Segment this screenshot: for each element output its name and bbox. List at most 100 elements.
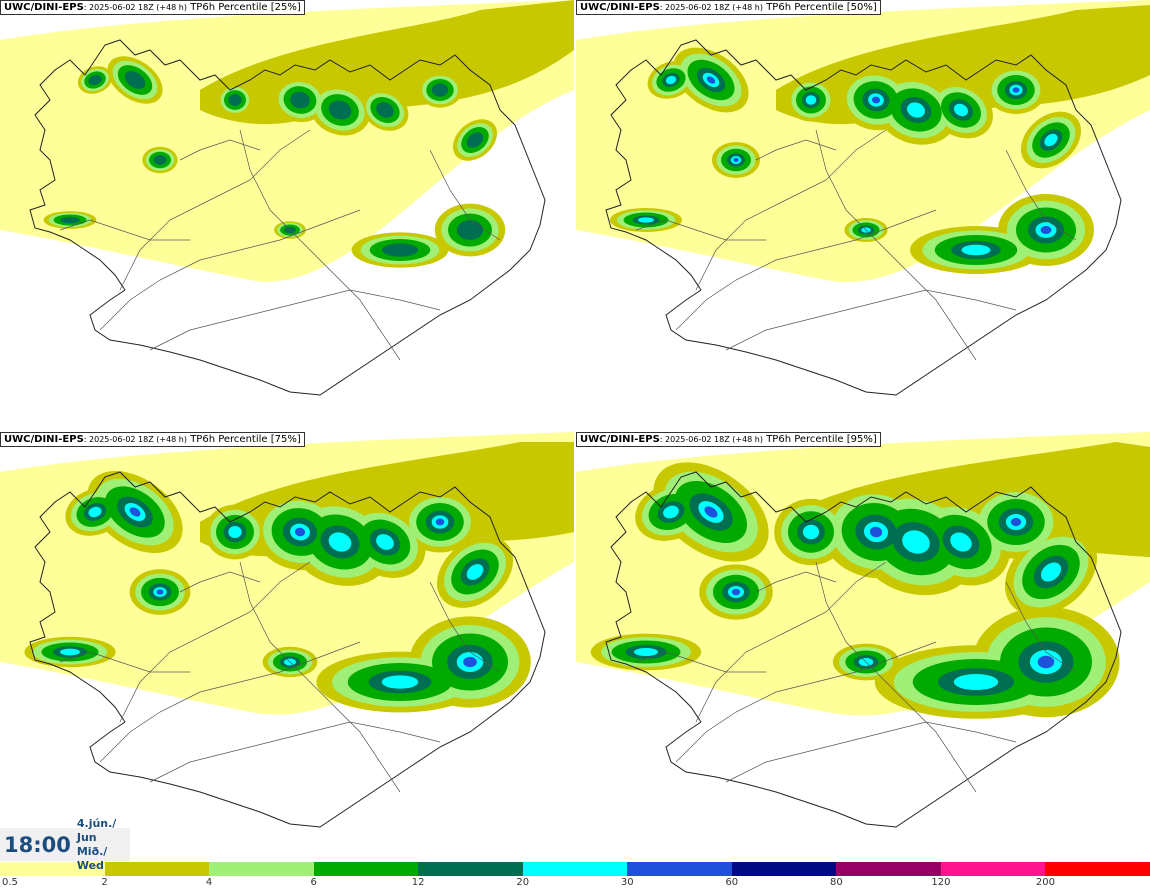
precip-contour [381,675,419,689]
road-line [1005,149,1077,241]
precip-contour [156,589,164,595]
road-line [149,289,441,351]
road-line [99,641,361,763]
precip-contour [805,95,817,105]
precip-contour [953,673,999,691]
map-panel-p25: UWC/DINI-EPS: 2025-06-02 18Z (+48 h) TP6… [0,0,574,430]
color-scale-swatch [836,862,941,876]
color-scale-label: 2 [101,877,108,888]
precip-contour [463,656,477,668]
precip-contour [466,132,484,148]
precip-contour [871,96,881,104]
map-panel-p75: UWC/DINI-EPS: 2025-06-02 18Z (+48 h) TP6… [0,432,574,862]
color-scale-labels: 0.5 2 4 6 12 20 30 60 80 120 200 [0,877,1150,891]
road-line [429,581,501,673]
panel-title: UWC/DINI-EPS: 2025-06-02 18Z (+48 h) TP6… [0,0,305,15]
color-scale-label: 60 [725,877,739,888]
road-line [59,651,190,673]
road-line [429,149,501,241]
color-scale-label: 20 [516,877,530,888]
road-line [875,239,977,361]
color-scale-swatch [0,862,105,876]
precip-contour [731,588,741,596]
precip-contour [153,155,167,165]
color-scale-label: 120 [931,877,951,888]
road-line [695,129,887,291]
road-line [635,651,766,673]
precip-contour [950,532,972,552]
road-line [675,641,937,763]
panel-title: UWC/DINI-EPS: 2025-06-02 18Z (+48 h) TP6… [576,0,881,15]
precip-contour [1044,133,1058,147]
precip-contour [456,220,484,240]
color-scale-swatch [209,862,314,876]
road-line [875,671,977,793]
precip-contour [88,506,102,518]
color-scale-swatch [418,862,523,876]
precip-contour [88,74,102,86]
precip-contour [228,526,242,538]
coastline [605,39,1122,396]
road-line [149,721,441,783]
precip-contour [638,217,654,223]
precip-map-p25 [0,0,574,396]
precip-contour [466,564,484,580]
color-scale-swatch [313,862,419,876]
road-line [755,571,837,593]
precip-contour [665,75,677,85]
valid-time-box: 18:00 4.jún./ Jun Mið./ Wed [0,817,130,872]
color-scale-label: 30 [620,877,634,888]
road-line [59,219,190,241]
precip-contour [294,527,306,537]
color-scale-swatch [104,862,210,876]
precip-contour [60,216,80,224]
road-line [755,139,837,161]
precip-contour [902,530,930,554]
coastline [29,471,546,828]
valid-weekday: Mið./ Wed [76,844,108,872]
precip-contour [328,532,352,552]
precip-contour [869,526,883,538]
road-line [179,571,261,593]
color-scale-swatch [627,862,732,876]
road-line [99,209,361,331]
valid-date: 4.jún./ Jun [76,816,117,844]
precip-map-p75 [0,432,574,828]
coastline [605,471,1122,828]
precip-contour [435,518,445,526]
color-scale-label: 200 [1035,877,1055,888]
color-scale-swatch [1045,862,1150,876]
precip-contour [961,244,991,256]
color-scale-label: 4 [205,877,213,888]
road-line [635,219,766,241]
color-scale-swatch [522,862,628,876]
precip-contour [954,103,968,117]
road-line [179,139,261,161]
precip-contour [1040,562,1062,582]
panel-title: UWC/DINI-EPS: 2025-06-02 18Z (+48 h) TP6… [576,432,881,447]
precip-contour [290,91,310,109]
road-line [725,721,1017,783]
precip-contour [1037,655,1055,669]
precip-contour [376,534,394,550]
color-scale-swatch [940,862,1046,876]
precip-contour [733,157,739,163]
coastline [29,39,546,396]
precip-contour [802,524,820,540]
precip-contour [431,83,449,97]
precip-contour [704,506,718,518]
precip-map-p50 [576,0,1150,396]
panel-title: UWC/DINI-EPS: 2025-06-02 18Z (+48 h) TP6… [0,432,305,447]
precip-contour [1040,225,1052,235]
valid-time: 18:00 [4,832,71,857]
map-panel-p50: UWC/DINI-EPS: 2025-06-02 18Z (+48 h) TP6… [576,0,1150,430]
map-panel-p95: UWC/DINI-EPS: 2025-06-02 18Z (+48 h) TP6… [576,432,1150,862]
color-scale-label: 6 [310,877,317,888]
road-line [695,561,887,723]
color-scale-label: 12 [411,877,425,888]
precip-contour [381,243,419,257]
precip-contour [1010,517,1022,527]
precip-contour [376,102,394,118]
road-line [239,561,301,673]
precip-contour [1012,87,1020,93]
